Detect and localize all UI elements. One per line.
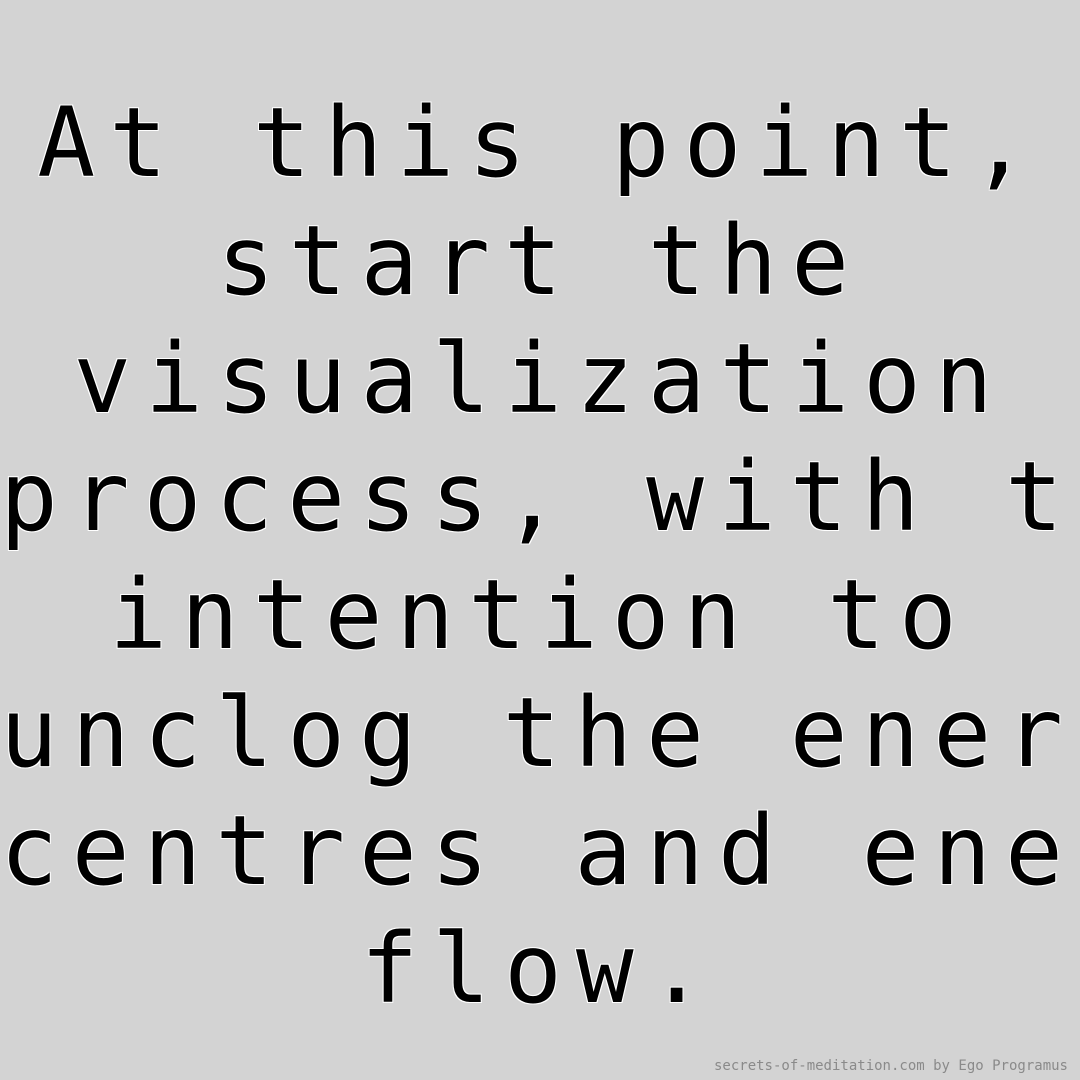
quote-line: At this point,: [37, 87, 1043, 199]
quote-line: visualization: [73, 323, 1007, 435]
quote-line: unclog the energy: [0, 677, 1080, 789]
quote-line: start the: [216, 205, 864, 317]
quote-line: process, with the: [0, 441, 1080, 553]
quote-line: flow.: [360, 913, 720, 1025]
quote-line: intention to: [109, 559, 971, 671]
site-credit: secrets-of-meditation.com by Ego Program…: [713, 1058, 1068, 1074]
quote-text: At this point, start the visualization p…: [0, 84, 1080, 1028]
quote-line: centres and energy: [0, 795, 1080, 907]
